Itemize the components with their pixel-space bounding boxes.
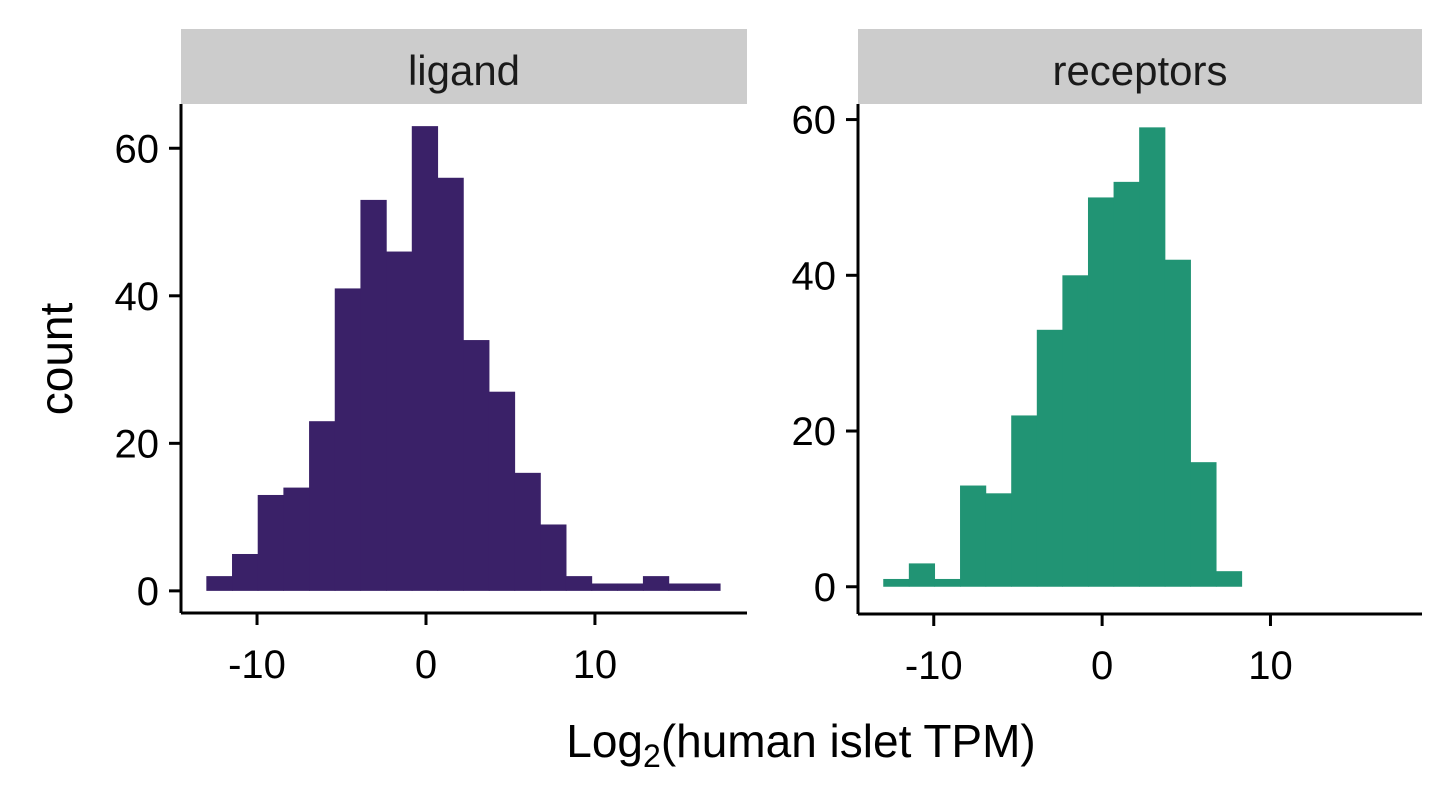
bar-receptors-5 bbox=[1011, 415, 1038, 587]
bar-receptors-8 bbox=[1087, 197, 1115, 587]
bar-receptors-0 bbox=[883, 578, 910, 587]
bar-receptors-4 bbox=[985, 493, 1012, 587]
x-ticks-receptors: -10 0 10 bbox=[905, 614, 1293, 688]
bars-receptors bbox=[883, 127, 1243, 587]
y-tick-label-receptors-3: 60 bbox=[792, 99, 837, 143]
bar-receptors-11 bbox=[1164, 259, 1191, 587]
y-tick-label-ligand-0: 0 bbox=[137, 570, 159, 614]
x-tick-label-ligand-1: 0 bbox=[415, 643, 437, 687]
bar-receptors-7 bbox=[1062, 275, 1089, 587]
bar-receptors-12 bbox=[1190, 462, 1217, 587]
strip-label-ligand: ligand bbox=[408, 47, 520, 94]
bar-receptors-1 bbox=[908, 563, 936, 587]
bar-ligand-8 bbox=[411, 126, 439, 591]
bar-ligand-18 bbox=[668, 583, 695, 591]
x-tick-label-receptors-2: 10 bbox=[1248, 644, 1293, 688]
bar-ligand-17 bbox=[642, 576, 670, 591]
x-tick-label-receptors-0: -10 bbox=[905, 644, 963, 688]
bar-ligand-14 bbox=[565, 576, 593, 591]
x-tick-label-receptors-1: 0 bbox=[1091, 644, 1113, 688]
strip-label-receptors: receptors bbox=[1052, 47, 1227, 94]
x-axis-title-subscript: 2 bbox=[643, 738, 661, 774]
bar-ligand-4 bbox=[309, 421, 336, 591]
strip-background-ligand bbox=[181, 29, 747, 104]
bar-ligand-12 bbox=[514, 472, 541, 591]
strip-background-receptors bbox=[858, 29, 1422, 104]
x-tick-label-ligand-2: 10 bbox=[573, 643, 618, 687]
y-tick-label-ligand-3: 60 bbox=[115, 127, 160, 171]
bar-ligand-2 bbox=[257, 494, 284, 591]
bar-receptors-10 bbox=[1139, 127, 1166, 587]
x-axis-title-rest: (human islet TPM) bbox=[661, 715, 1036, 767]
bar-receptors-9 bbox=[1113, 181, 1140, 587]
bar-ligand-9 bbox=[437, 177, 464, 591]
bar-ligand-13 bbox=[540, 524, 567, 591]
bar-receptors-6 bbox=[1036, 329, 1063, 587]
y-tick-label-receptors-0: 0 bbox=[814, 566, 836, 610]
bar-ligand-7 bbox=[386, 251, 413, 591]
y-ticks-ligand: 0 20 40 60 bbox=[115, 127, 181, 614]
y-tick-label-ligand-1: 20 bbox=[115, 422, 160, 466]
bar-receptors-3 bbox=[960, 485, 987, 587]
bar-ligand-6 bbox=[360, 199, 387, 591]
bars-ligand bbox=[206, 126, 721, 591]
bar-ligand-10 bbox=[463, 340, 490, 591]
bar-ligand-3 bbox=[283, 487, 310, 591]
y-ticks-receptors: 0 20 40 60 bbox=[792, 99, 858, 610]
bar-ligand-0 bbox=[206, 576, 233, 591]
facet-ligand: ligand 0 20 40 60 -10 0 10 bbox=[115, 29, 747, 687]
x-tick-label-ligand-0: -10 bbox=[228, 643, 286, 687]
bar-ligand-15 bbox=[591, 583, 618, 591]
y-tick-label-receptors-1: 20 bbox=[792, 410, 837, 454]
y-axis-title: count bbox=[30, 303, 82, 416]
bar-receptors-2 bbox=[934, 578, 961, 587]
bar-ligand-19 bbox=[694, 583, 721, 591]
bar-ligand-1 bbox=[232, 553, 259, 591]
x-axis-title: Log2(human islet TPM) bbox=[566, 715, 1035, 774]
x-axis-title-main: Log bbox=[566, 715, 643, 767]
x-ticks-ligand: -10 0 10 bbox=[228, 613, 617, 687]
bar-ligand-5 bbox=[334, 288, 362, 591]
y-tick-label-ligand-2: 40 bbox=[115, 275, 160, 319]
facet-receptors: receptors 0 20 40 60 -10 0 10 bbox=[792, 29, 1422, 688]
bar-ligand-11 bbox=[488, 391, 516, 591]
bar-ligand-16 bbox=[617, 583, 644, 591]
bar-receptors-13 bbox=[1215, 571, 1243, 587]
y-tick-label-receptors-2: 40 bbox=[792, 254, 837, 298]
